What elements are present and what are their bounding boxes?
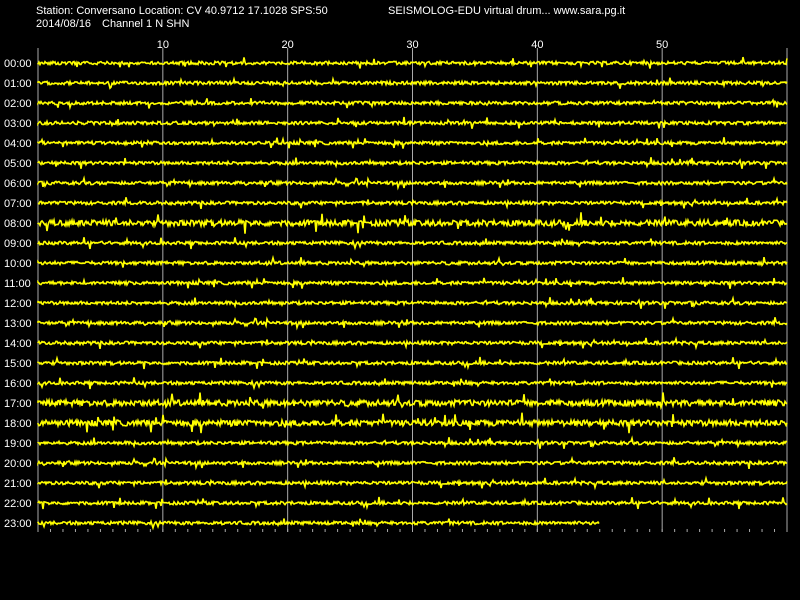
- trace-15-00: [37, 355, 788, 371]
- minute-tick-label: 30: [406, 39, 418, 51]
- trace-layer: [37, 56, 788, 531]
- trace-02-00: [37, 98, 788, 111]
- hour-label: 11:00: [4, 278, 31, 290]
- hour-label: 03:00: [4, 118, 32, 130]
- trace-10-00: [37, 254, 788, 269]
- hour-label: 14:00: [4, 338, 32, 350]
- hour-label: 02:00: [4, 98, 32, 110]
- trace-04-00: [37, 136, 788, 149]
- trace-03-00: [37, 116, 787, 129]
- hour-label: 01:00: [4, 78, 32, 90]
- trace-11-00: [37, 276, 788, 289]
- grid-layer: [37, 48, 788, 532]
- hour-label: 17:00: [4, 398, 32, 410]
- hour-label: 19:00: [4, 438, 32, 450]
- channel-label: Channel 1 N SHN: [102, 18, 190, 30]
- hour-label: 10:00: [4, 258, 32, 270]
- hour-label: 16:00: [4, 378, 32, 390]
- minute-tick-label: 50: [656, 39, 668, 51]
- trace-18-00: [37, 412, 788, 434]
- trace-16-00: [37, 377, 788, 391]
- trace-01-00: [37, 75, 788, 90]
- hour-label: 13:00: [4, 318, 32, 330]
- date-label: 2014/08/16: [36, 18, 92, 30]
- hour-label: 20:00: [4, 458, 32, 470]
- trace-23-00: [37, 518, 600, 531]
- station-info: Station: Conversano Location: CV 40.9712…: [36, 5, 328, 17]
- hour-label: 23:00: [4, 518, 32, 530]
- hour-label: 05:00: [4, 158, 32, 170]
- trace-00-00: [37, 56, 788, 70]
- trace-06-00: [37, 175, 788, 191]
- trace-17-00: [37, 392, 788, 411]
- hour-label: 00:00: [4, 58, 32, 70]
- hour-label: 22:00: [4, 498, 32, 510]
- drum-title: SEISMOLOG-EDU virtual drum... www.sara.p…: [388, 5, 626, 17]
- hour-label: 06:00: [4, 178, 32, 190]
- hour-label: 18:00: [4, 418, 32, 430]
- trace-21-00: [37, 475, 788, 491]
- minute-tick-label: 10: [157, 39, 169, 51]
- hour-label: 08:00: [4, 218, 32, 230]
- trace-08-00: [37, 212, 788, 234]
- hour-label: 07:00: [4, 198, 32, 210]
- trace-05-00: [37, 157, 788, 169]
- hour-label: 09:00: [4, 238, 32, 250]
- trace-20-00: [37, 455, 788, 471]
- hour-label: 04:00: [4, 138, 32, 150]
- trace-22-00: [37, 496, 788, 511]
- minute-tick-label: 20: [282, 39, 294, 51]
- hour-label: 21:00: [4, 478, 32, 490]
- minute-tick-label: 40: [531, 39, 543, 51]
- trace-12-00: [37, 295, 788, 309]
- trace-13-00: [37, 315, 788, 331]
- hour-label: 15:00: [4, 358, 32, 370]
- label-layer: 10 20 30 40 50 00:00 01:00 02:00 03:00 04:00 05:00…: [4, 39, 668, 530]
- trace-19-00: [37, 435, 788, 449]
- trace-07-00: [37, 196, 788, 210]
- trace-09-00: [37, 236, 788, 251]
- hour-label: 12:00: [4, 298, 32, 310]
- trace-14-00: [37, 336, 788, 351]
